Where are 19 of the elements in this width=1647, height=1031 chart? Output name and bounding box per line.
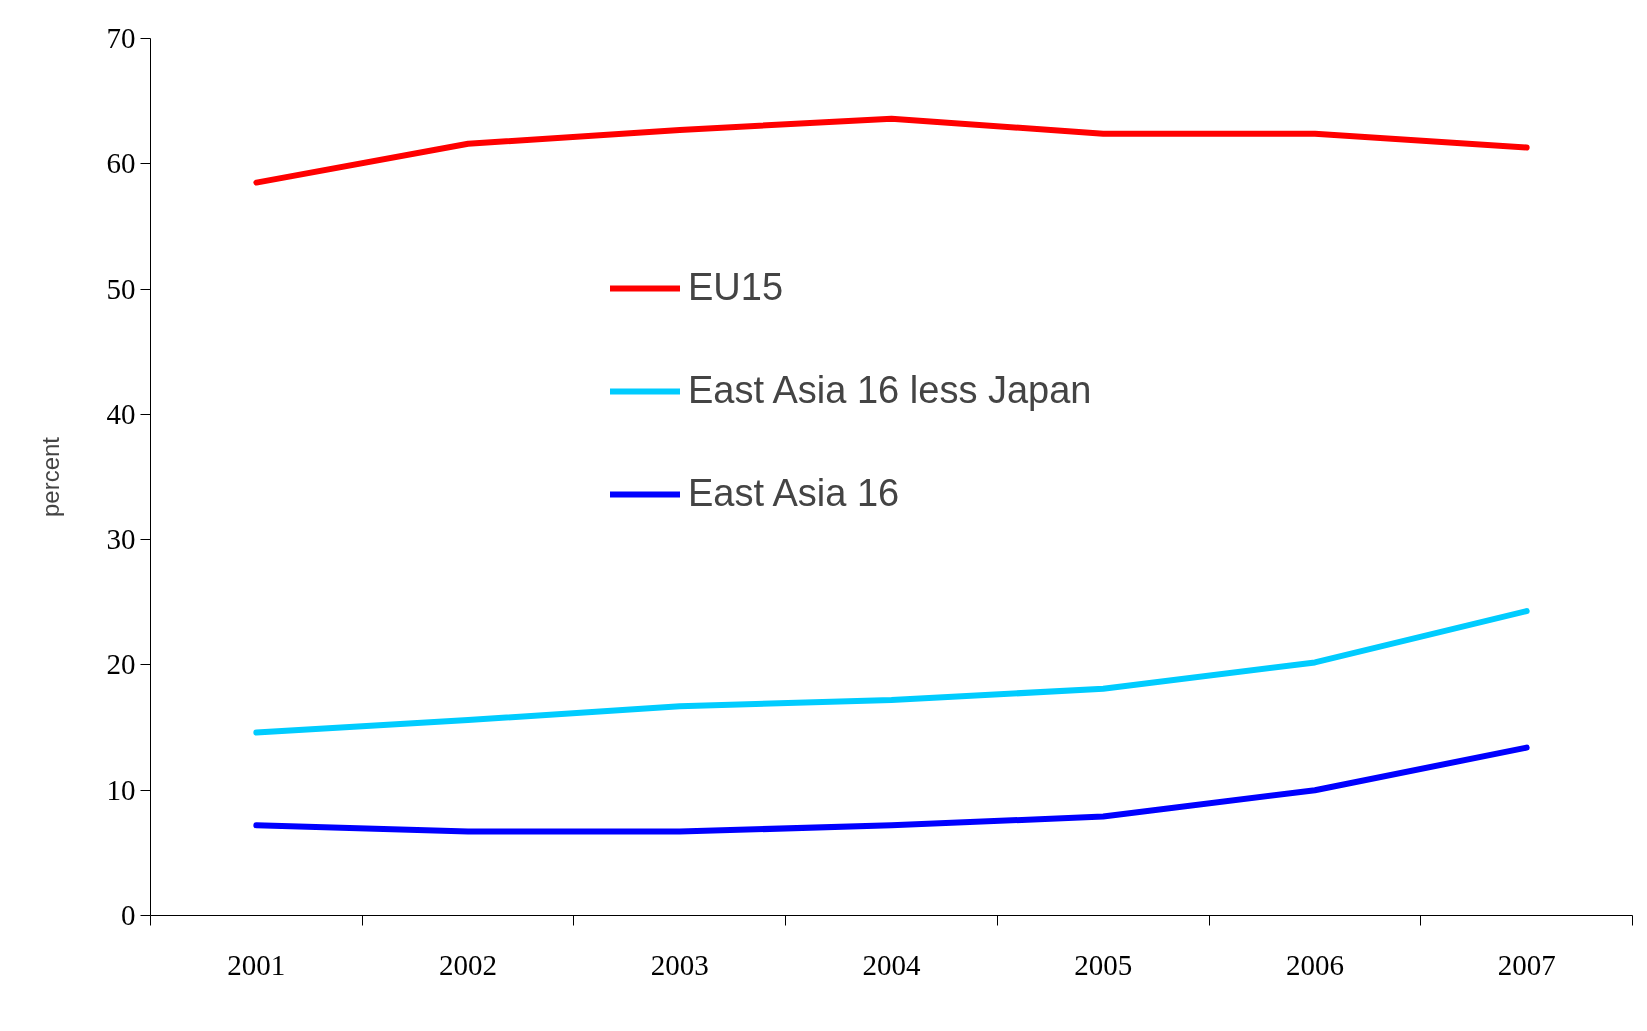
y-tick-label: 40 <box>106 397 136 430</box>
y-tick-label: 30 <box>106 523 136 556</box>
y-tick-label: 10 <box>106 773 136 806</box>
legend-label: EU15 <box>688 266 784 309</box>
legend-label: East Asia 16 less Japan <box>688 369 1092 412</box>
legend-label: East Asia 16 <box>688 472 900 515</box>
x-tick-label: 2005 <box>1074 948 1133 981</box>
x-tick-label: 2002 <box>439 948 498 981</box>
x-tick-label: 2006 <box>1285 948 1344 981</box>
y-tick-label: 20 <box>106 648 136 681</box>
x-tick-label: 2001 <box>227 948 286 981</box>
y-axis-title: percent <box>36 436 64 518</box>
y-tick-label: 50 <box>106 272 136 305</box>
y-tick-label: 70 <box>106 22 136 54</box>
x-tick-label: 2007 <box>1497 948 1556 981</box>
y-tick-label: 0 <box>121 899 136 931</box>
x-tick-label: 2003 <box>650 948 709 981</box>
x-tick-label: 2004 <box>862 948 921 981</box>
y-tick-label: 60 <box>106 147 136 180</box>
